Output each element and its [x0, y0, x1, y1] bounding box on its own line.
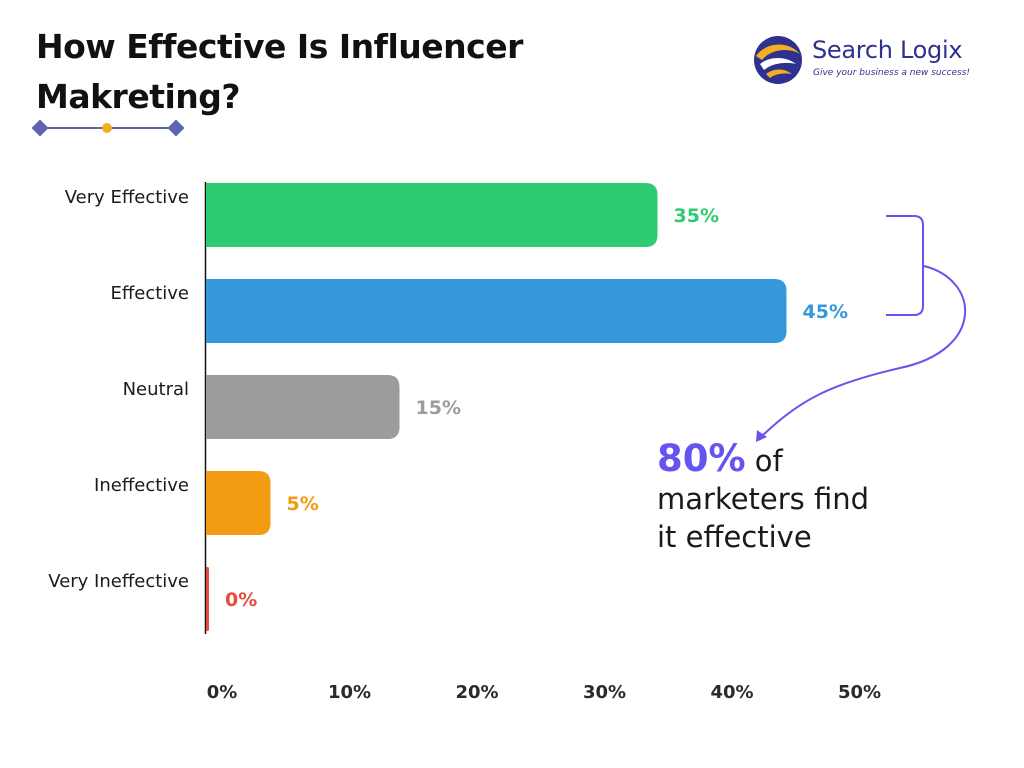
category-label: Very Ineffective — [48, 571, 189, 592]
bar — [206, 471, 271, 535]
brand-name: Search Logix — [812, 36, 963, 64]
brand-tagline: Give your business a new success! — [813, 68, 971, 78]
category-label: Very Effective — [65, 187, 189, 208]
bar — [206, 279, 787, 343]
title-line-1: How Effective Is Influencer — [36, 27, 523, 66]
callout-bracket — [756, 215, 967, 442]
category-label: Neutral — [123, 379, 189, 400]
callout-text: 80% of marketers find it effective — [657, 440, 917, 556]
x-tick-label: 10% — [328, 682, 371, 703]
value-label: 5% — [287, 493, 319, 515]
category-label: Effective — [110, 283, 189, 304]
x-axis-ticks: 0% 10% 20% 30% 40% 50% — [207, 682, 881, 703]
swirl-logo-icon — [754, 36, 802, 84]
value-label: 45% — [803, 301, 848, 323]
bar — [206, 567, 209, 631]
callout-text-line-2: marketers find — [657, 482, 870, 516]
x-tick-label: 50% — [838, 682, 881, 703]
category-label: Ineffective — [94, 475, 189, 496]
x-tick-label: 30% — [583, 682, 626, 703]
bar — [206, 375, 400, 439]
page-title: How Effective Is Influencer Makreting? — [36, 22, 676, 122]
bars: Very Effective 35% Effective 45% Neutral 15% I… — [48, 183, 848, 631]
title-decoration — [31, 119, 185, 137]
value-label: 15% — [416, 397, 461, 419]
title-line-2: Makreting? — [36, 77, 241, 116]
callout-highlight: 80% — [657, 437, 746, 480]
callout-text-line-3: it effective — [657, 520, 812, 554]
value-label: 35% — [674, 205, 719, 227]
brand-logo: Search Logix Give your business a new su… — [752, 34, 1002, 90]
bar — [206, 183, 658, 247]
x-tick-label: 0% — [207, 682, 238, 703]
x-tick-label: 20% — [455, 682, 498, 703]
callout-text-line-1: of — [754, 444, 783, 478]
value-label: 0% — [225, 589, 257, 611]
x-tick-label: 40% — [710, 682, 753, 703]
